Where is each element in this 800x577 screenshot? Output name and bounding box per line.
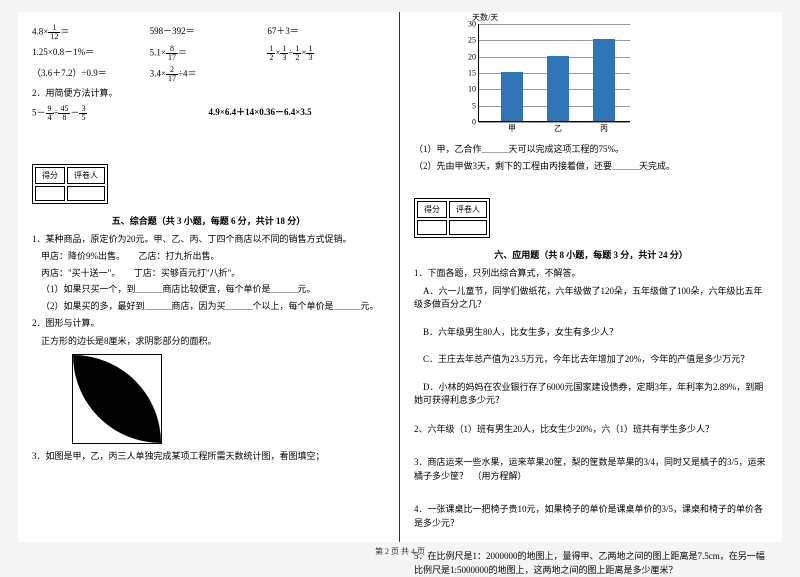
score-label: 得分	[35, 167, 65, 184]
eq-text: （3.6＋7.2）÷0.9＝	[32, 66, 150, 83]
q6-4: 4．一张课桌比一把椅子贵10元，如果椅子的单价是课桌单价的3/5，课桌和椅子的单…	[414, 503, 768, 530]
ytick: 20	[468, 52, 479, 61]
q6-1: 1．下面各题，只列出综合算式，不解答。	[414, 267, 768, 281]
score-box: 得分评卷人	[32, 164, 108, 204]
q5-1: 1．某种商品，原定价为20元。甲、乙、丙、丁四个商店以不同的销售方式促销。	[32, 233, 385, 247]
score-label: 得分	[417, 201, 447, 218]
grader-label: 评卷人	[67, 167, 105, 184]
ytick: 15	[468, 69, 479, 78]
ytick: 30	[468, 20, 479, 29]
q6-1b: B．六年级男生80人，比女生多，女生有多少人？	[414, 326, 768, 340]
calc-row-1: 4.8×112＝ 598－392＝ 67＋3＝	[32, 24, 385, 41]
calc2-row: 5－94÷458－35 4.9×6.4＋14×0.36－6.4×3.5	[32, 105, 385, 122]
q5-2: 2．图形与计算。	[32, 317, 385, 331]
eq-text: 67＋3＝	[267, 24, 385, 41]
leaf-icon	[73, 355, 161, 443]
exam-page: 4.8×112＝ 598－392＝ 67＋3＝ 1.25×0.8－1%＝ 5.1…	[18, 12, 782, 542]
chart-area: 051015202530甲乙丙	[478, 24, 630, 122]
eq-text: 598－392＝	[150, 24, 268, 41]
chart-bar	[501, 72, 523, 121]
q5-2a: 正方形的边长是8厘米，求阴影部分的面积。	[32, 335, 385, 349]
q6-1d: D．小林的妈妈在农业银行存了6000元国家建设债券，定期3年，年利率为2.89%…	[414, 381, 768, 408]
ytick: 10	[468, 85, 479, 94]
xlabel: 乙	[554, 121, 562, 134]
q5-1b: 丙店："买十送一"。 丁店：买够百元打"八折"。	[32, 267, 385, 281]
left-column: 4.8×112＝ 598－392＝ 67＋3＝ 1.25×0.8－1%＝ 5.1…	[18, 12, 400, 542]
eq-text: 1.25×0.8－1%＝	[32, 45, 150, 62]
leaf-figure	[72, 354, 162, 444]
xlabel: 甲	[508, 121, 516, 134]
calc-row-2: 1.25×0.8－1%＝ 5.1×817＝ 12×13÷12×13	[32, 45, 385, 62]
chart-q2: （2）先由甲做3天，剩下的工程由丙接着做，还要＿＿＿天完成。	[414, 160, 768, 174]
ytick: 5	[472, 101, 479, 110]
calc-row-3: （3.6＋7.2）÷0.9＝ 3.4×217÷4＝	[32, 66, 385, 83]
q6-3: 3．商店运来一些水果，运来苹果20筐，梨的筐数是苹果的3/4，同时又是橘子的3/…	[414, 456, 768, 483]
q5-1-2: （2）如果买的多，最好到＿＿＿商店，因为买＿＿＿个以上，每个单价是＿＿＿元。	[32, 300, 385, 314]
ytick: 25	[468, 36, 479, 45]
chart-bar	[547, 56, 569, 121]
q5-1a: 甲店：降价9%出售。 乙店：打九折出售。	[32, 250, 385, 264]
score-box: 得分评卷人	[414, 198, 490, 238]
calc2-title: 2．用简便方法计算。	[32, 87, 385, 101]
ytick: 0	[472, 118, 479, 127]
eq-text: 4.8×	[32, 27, 48, 37]
section-6-title: 六、应用题（共 8 小题，每题 3 分，共计 24 分）	[414, 248, 768, 261]
calc2-b: 4.9×6.4＋14×0.36－6.4×3.5	[209, 105, 386, 122]
grader-label: 评卷人	[449, 201, 487, 218]
section-5-title: 五、综合题（共 3 小题，每题 6 分，共计 18 分）	[32, 214, 385, 227]
xlabel: 丙	[600, 121, 608, 134]
right-column: 天数/天 051015202530甲乙丙 （1）甲，乙合作＿＿＿天可以完成这项工…	[400, 12, 782, 542]
chart-q1: （1）甲，乙合作＿＿＿天可以完成这项工程的75%。	[414, 143, 768, 157]
q6-5: 5．在比例尺是1：2000000的地图上，量得甲、乙两地之间的图上距离是7.5c…	[414, 550, 768, 577]
gridline	[479, 24, 630, 25]
eq-fraction-chain: 12×13÷12×13	[267, 45, 385, 62]
q5-3: 3．如图是甲，乙，丙三人单独完成某项工程所需天数统计图，看图填空；	[32, 450, 385, 464]
q6-2: 2、六年级（1）班有男生20人，比女生少20%，六（1）班共有学生多少人？	[414, 423, 768, 437]
q5-1-1: （1）如果只买一个，到＿＿＿商店比较便宜，每个单价是＿＿＿元。	[32, 283, 385, 297]
q6-1c: C．王庄去年总产值为23.5万元，今年比去年增加了20%，今年的产值是多少万元？	[414, 353, 768, 367]
chart-bar	[593, 39, 615, 121]
calc2-a: 5－94÷458－35	[32, 105, 209, 122]
bar-chart: 天数/天 051015202530甲乙丙	[454, 20, 634, 140]
q6-1a: A．六一儿童节，同学们做纸花，六年级做了120朵，五年级做了100朵，六年级比五…	[414, 285, 768, 312]
